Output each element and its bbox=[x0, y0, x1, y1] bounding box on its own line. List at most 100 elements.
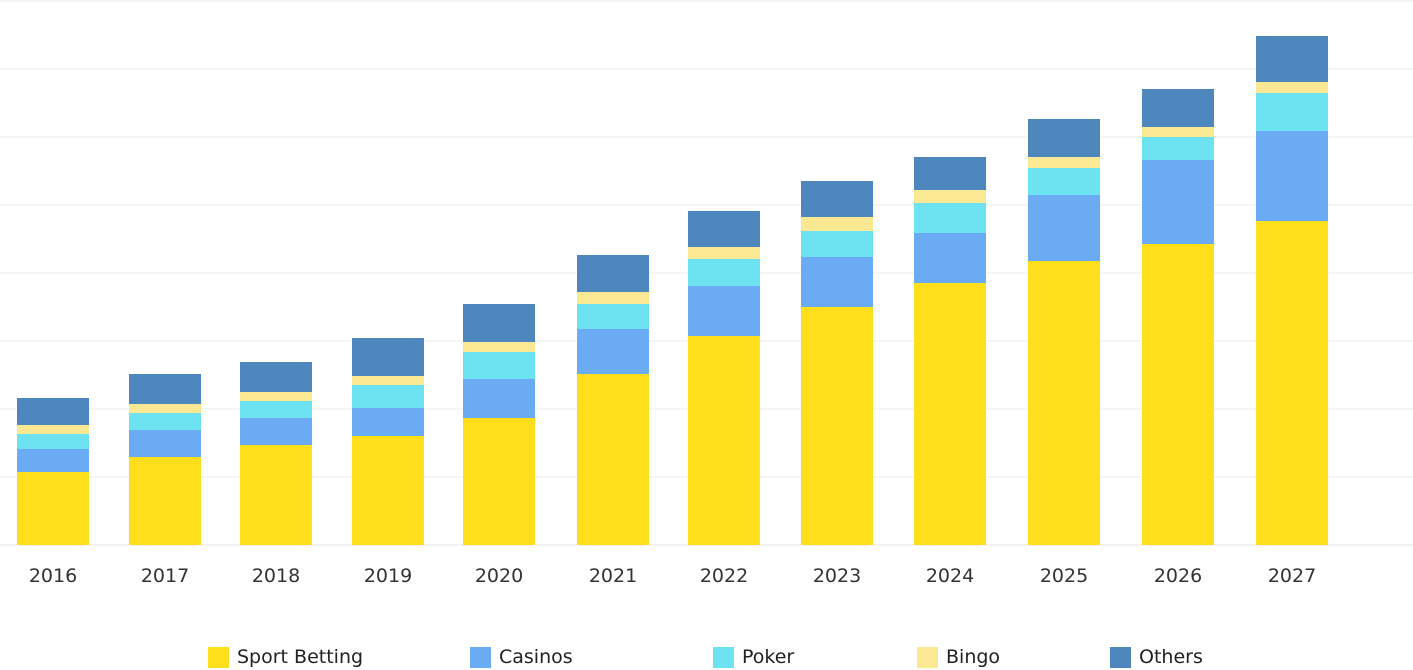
bar-poker-2016[interactable] bbox=[17, 434, 89, 449]
bar-bingo-2021[interactable] bbox=[577, 292, 649, 304]
x-tick-label: 2024 bbox=[926, 565, 974, 587]
bar-sport-betting-2022[interactable] bbox=[688, 336, 760, 545]
bar-casinos-2025[interactable] bbox=[1028, 195, 1100, 261]
bar-sport-betting-2023[interactable] bbox=[801, 307, 873, 545]
bar-others-2017[interactable] bbox=[129, 374, 201, 404]
legend-label: Poker bbox=[742, 646, 795, 668]
legend-item-poker[interactable]: Poker bbox=[713, 646, 794, 668]
bar-casinos-2017[interactable] bbox=[129, 430, 201, 457]
bar-casinos-2023[interactable] bbox=[801, 257, 873, 307]
bar-sport-betting-2027[interactable] bbox=[1256, 221, 1328, 545]
bar-casinos-2024[interactable] bbox=[914, 233, 986, 283]
bar-casinos-2018[interactable] bbox=[240, 418, 312, 445]
bar-stack-2020 bbox=[463, 304, 535, 545]
bar-poker-2025[interactable] bbox=[1028, 168, 1100, 195]
bar-sport-betting-2021[interactable] bbox=[577, 374, 649, 545]
legend-label: Others bbox=[1139, 646, 1203, 668]
bar-poker-2021[interactable] bbox=[577, 304, 649, 329]
x-tick-label: 2020 bbox=[475, 565, 523, 587]
bar-others-2022[interactable] bbox=[688, 211, 760, 247]
legend-label: Bingo bbox=[946, 646, 1001, 668]
bar-stack-2018 bbox=[240, 362, 312, 545]
bar-others-2027[interactable] bbox=[1256, 36, 1328, 82]
x-tick-label: 2019 bbox=[364, 565, 412, 587]
bar-stack-2019 bbox=[352, 338, 424, 545]
bar-others-2021[interactable] bbox=[577, 255, 649, 292]
bar-stack-2022 bbox=[688, 211, 760, 545]
x-tick-label: 2025 bbox=[1040, 565, 1088, 587]
bar-poker-2020[interactable] bbox=[463, 352, 535, 379]
bar-others-2020[interactable] bbox=[463, 304, 535, 342]
x-tick-label: 2018 bbox=[252, 565, 300, 587]
bar-sport-betting-2025[interactable] bbox=[1028, 261, 1100, 545]
bars bbox=[17, 36, 1328, 545]
x-tick-label: 2026 bbox=[1154, 565, 1202, 587]
bar-bingo-2020[interactable] bbox=[463, 342, 535, 352]
legend-item-others[interactable]: Others bbox=[1110, 646, 1203, 668]
bar-stack-2017 bbox=[129, 374, 201, 545]
bar-others-2016[interactable] bbox=[17, 398, 89, 425]
x-tick-label: 2027 bbox=[1268, 565, 1316, 587]
bar-others-2025[interactable] bbox=[1028, 119, 1100, 157]
bar-bingo-2016[interactable] bbox=[17, 425, 89, 434]
x-tick-label: 2016 bbox=[29, 565, 77, 587]
bar-stack-2016 bbox=[17, 398, 89, 545]
legend-item-casinos[interactable]: Casinos bbox=[470, 646, 573, 668]
bar-sport-betting-2016[interactable] bbox=[17, 472, 89, 545]
x-tick-label: 2021 bbox=[589, 565, 637, 587]
bar-bingo-2019[interactable] bbox=[352, 376, 424, 385]
bar-bingo-2018[interactable] bbox=[240, 392, 312, 401]
bar-others-2018[interactable] bbox=[240, 362, 312, 392]
bar-casinos-2016[interactable] bbox=[17, 449, 89, 472]
bar-casinos-2022[interactable] bbox=[688, 286, 760, 336]
bar-sport-betting-2026[interactable] bbox=[1142, 244, 1214, 545]
x-tick-label: 2022 bbox=[700, 565, 748, 587]
bar-poker-2027[interactable] bbox=[1256, 93, 1328, 131]
bar-sport-betting-2019[interactable] bbox=[352, 436, 424, 545]
bar-stack-2023 bbox=[801, 181, 873, 545]
x-axis-tick-labels: 2016 2017 2018 2019 2020 2021 2022 2023 2024 2025… bbox=[29, 565, 1316, 587]
bar-bingo-2025[interactable] bbox=[1028, 157, 1100, 168]
bar-casinos-2026[interactable] bbox=[1142, 160, 1214, 244]
bar-others-2023[interactable] bbox=[801, 181, 873, 217]
stacked-bar-chart: 2016 2017 2018 2019 2020 2021 2022 2023 2024 2025… bbox=[0, 0, 1413, 587]
bar-stack-2026 bbox=[1142, 89, 1214, 545]
bar-bingo-2027[interactable] bbox=[1256, 82, 1328, 93]
x-tick-label: 2017 bbox=[141, 565, 189, 587]
bar-poker-2017[interactable] bbox=[129, 413, 201, 430]
legend-label: Casinos bbox=[499, 646, 573, 668]
bar-poker-2023[interactable] bbox=[801, 231, 873, 257]
bar-others-2024[interactable] bbox=[914, 157, 986, 190]
bar-casinos-2027[interactable] bbox=[1256, 131, 1328, 221]
bar-casinos-2021[interactable] bbox=[577, 329, 649, 374]
legend-item-sport-betting[interactable]: Sport Betting bbox=[208, 646, 363, 668]
bar-poker-2019[interactable] bbox=[352, 385, 424, 408]
bar-poker-2026[interactable] bbox=[1142, 137, 1214, 160]
bar-others-2019[interactable] bbox=[352, 338, 424, 376]
bar-sport-betting-2020[interactable] bbox=[463, 418, 535, 545]
bar-stack-2021 bbox=[577, 255, 649, 545]
bar-sport-betting-2018[interactable] bbox=[240, 445, 312, 545]
bar-bingo-2026[interactable] bbox=[1142, 127, 1214, 137]
bar-poker-2018[interactable] bbox=[240, 401, 312, 418]
legend-swatch bbox=[917, 646, 938, 668]
bar-others-2026[interactable] bbox=[1142, 89, 1214, 127]
legend-item-bingo[interactable]: Bingo bbox=[917, 646, 1000, 668]
bar-casinos-2019[interactable] bbox=[352, 408, 424, 436]
legend: Sport Betting Casinos Poker Bingo Others bbox=[0, 640, 1413, 670]
legend-swatch bbox=[208, 646, 229, 668]
bar-bingo-2023[interactable] bbox=[801, 217, 873, 231]
bar-casinos-2020[interactable] bbox=[463, 379, 535, 418]
legend-swatch bbox=[713, 646, 734, 668]
bar-sport-betting-2017[interactable] bbox=[129, 457, 201, 545]
bar-poker-2024[interactable] bbox=[914, 203, 986, 233]
bar-stack-2025 bbox=[1028, 119, 1100, 545]
bar-bingo-2022[interactable] bbox=[688, 247, 760, 259]
bar-stack-2024 bbox=[914, 157, 986, 545]
bar-bingo-2017[interactable] bbox=[129, 404, 201, 413]
bar-bingo-2024[interactable] bbox=[914, 190, 986, 203]
bar-poker-2022[interactable] bbox=[688, 259, 760, 286]
legend-label: Sport Betting bbox=[237, 646, 364, 668]
bar-stack-2027 bbox=[1256, 36, 1328, 545]
bar-sport-betting-2024[interactable] bbox=[914, 283, 986, 545]
